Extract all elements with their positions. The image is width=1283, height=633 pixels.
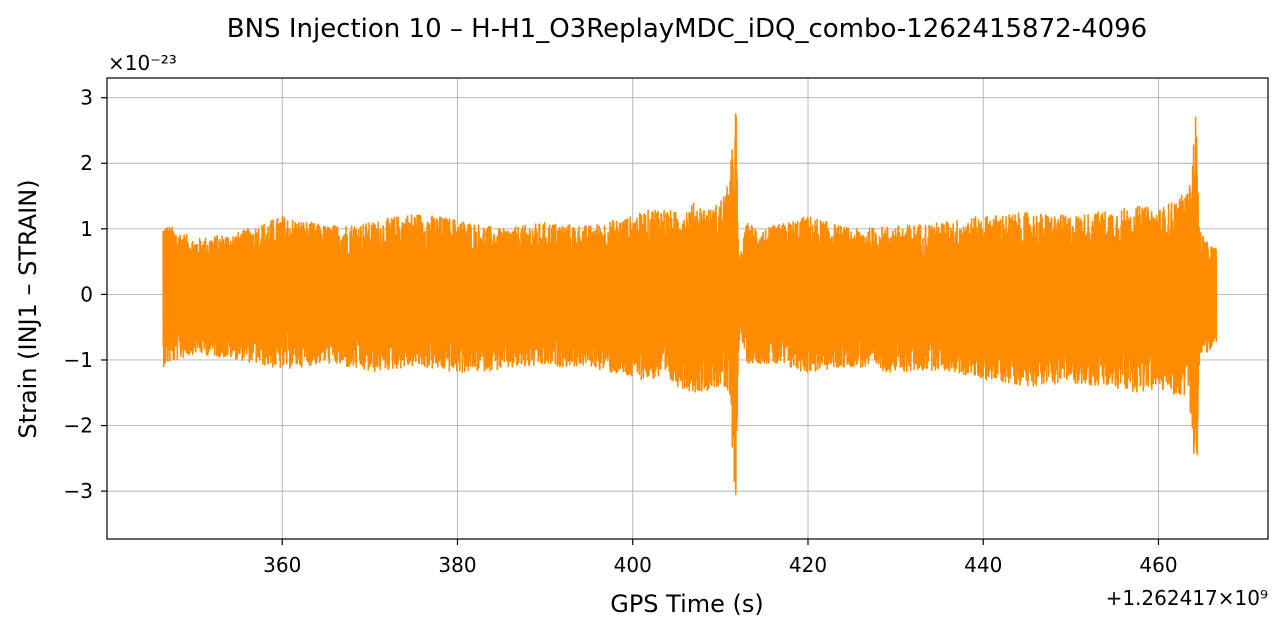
chart-title: BNS Injection 10 – H-H1_O3ReplayMDC_iDQ_… xyxy=(227,14,1147,44)
y-tick-label: 1 xyxy=(80,217,93,241)
y-tick-label: −1 xyxy=(64,348,93,372)
x-tick-label: 420 xyxy=(789,553,827,577)
y-axis: 3 2 1 0 −1 −2 −3 xyxy=(64,86,107,503)
y-scale-factor: ×10⁻²³ xyxy=(108,51,177,75)
x-axis-label: GPS Time (s) xyxy=(610,590,764,618)
y-axis-label: Strain (INJ1 – STRAIN) xyxy=(14,179,42,438)
x-tick-label: 440 xyxy=(964,553,1002,577)
x-offset-label: +1.262417×10⁹ xyxy=(1106,586,1268,610)
series-layer xyxy=(162,113,1218,495)
x-tick-label: 460 xyxy=(1139,553,1177,577)
y-tick-label: 2 xyxy=(80,151,93,175)
x-tick-label: 400 xyxy=(614,553,652,577)
y-tick-label: −3 xyxy=(64,479,93,503)
x-tick-label: 380 xyxy=(438,553,476,577)
y-tick-label: 3 xyxy=(80,86,93,110)
y-tick-label: −2 xyxy=(64,414,93,438)
x-tick-label: 360 xyxy=(263,553,301,577)
plot-frame xyxy=(106,77,1269,540)
y-tick-label: 0 xyxy=(80,282,93,306)
strain-series-line xyxy=(162,113,1218,495)
x-axis: 360 380 400 420 440 460 xyxy=(263,539,1178,577)
